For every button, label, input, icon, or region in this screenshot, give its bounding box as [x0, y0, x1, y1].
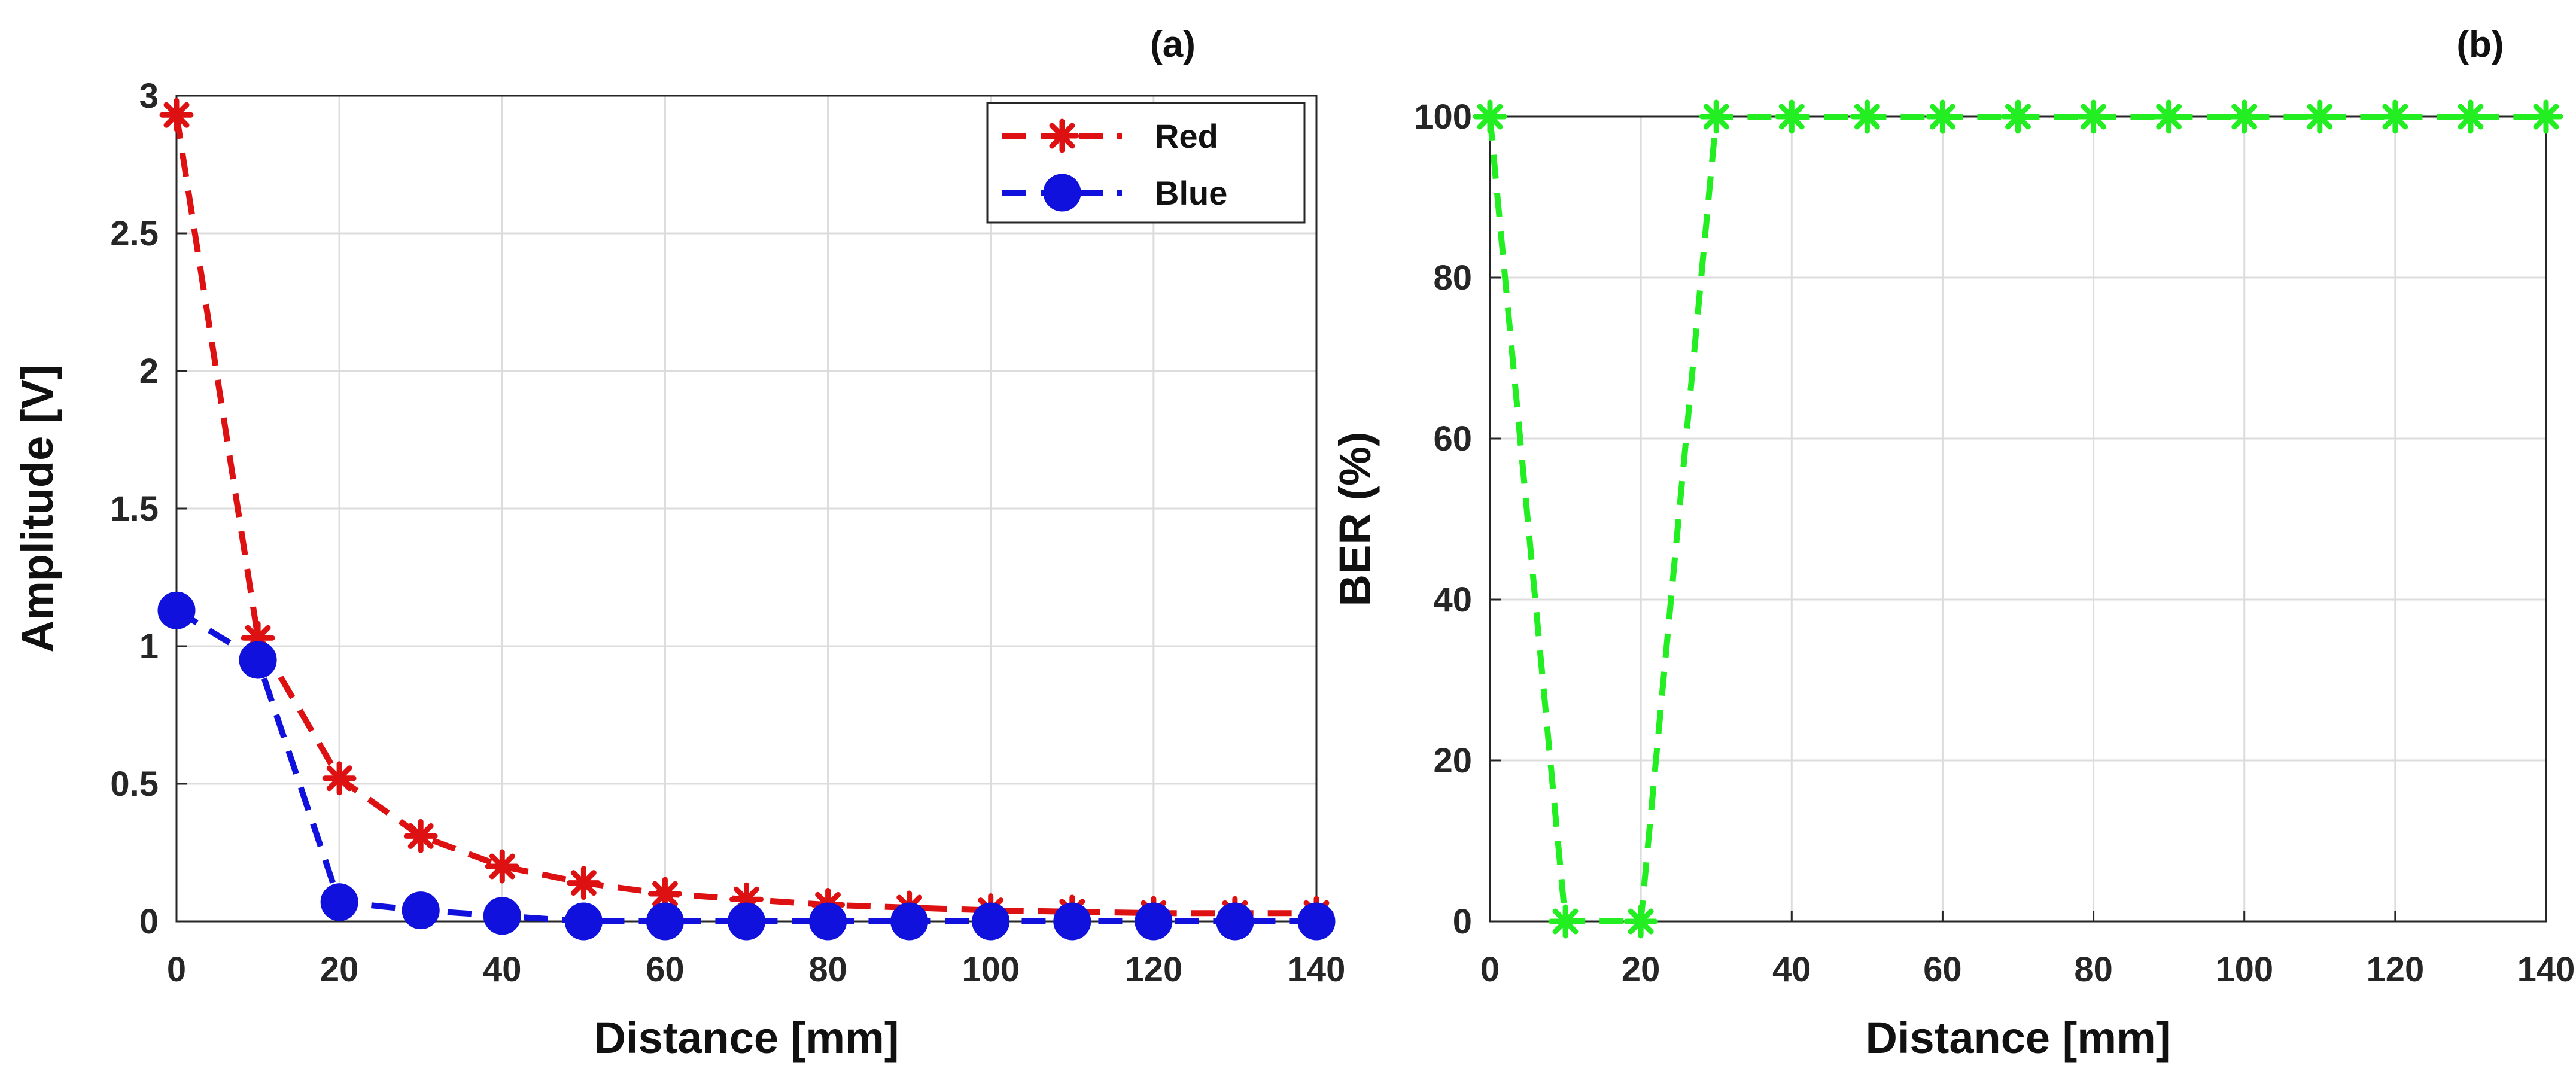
y-tick-label: 0 — [1453, 902, 1472, 941]
y-tick-label: 3 — [139, 77, 159, 115]
x-tick-label: 40 — [1772, 950, 1811, 989]
plot-area — [1490, 117, 2546, 921]
data-point — [1135, 902, 1173, 941]
data-point — [402, 891, 440, 930]
x-tick-label: 20 — [1622, 950, 1660, 989]
data-point — [2453, 99, 2488, 134]
legend-marker — [1043, 174, 1081, 212]
data-point — [2303, 99, 2337, 134]
panel-label: (b) — [2456, 24, 2504, 65]
legend-marker — [1045, 118, 1079, 153]
y-tick-label: 100 — [1414, 98, 1472, 136]
data-point — [241, 620, 275, 655]
data-point — [890, 902, 929, 941]
x-axis-label: Distance [mm] — [594, 1013, 899, 1063]
data-point — [1473, 99, 1507, 134]
panel-label: (a) — [1150, 24, 1196, 65]
data-point — [322, 761, 357, 796]
data-point — [403, 819, 438, 853]
data-point — [1216, 902, 1254, 941]
data-point — [159, 98, 194, 132]
data-point — [729, 882, 764, 917]
legend-label: Blue — [1155, 174, 1227, 212]
x-tick-label: 140 — [2517, 950, 2575, 989]
data-point — [2076, 99, 2111, 134]
y-tick-label: 0 — [139, 902, 159, 941]
data-point — [728, 902, 765, 941]
y-tick-label: 40 — [1433, 580, 1472, 619]
series-ber — [1473, 99, 2563, 939]
data-point — [2227, 99, 2262, 134]
data-point — [1053, 902, 1091, 941]
series-blue — [157, 591, 1336, 941]
x-tick-label: 80 — [808, 950, 847, 989]
y-tick-label: 2.5 — [110, 214, 159, 253]
data-point — [239, 641, 277, 679]
x-tick-label: 60 — [646, 950, 685, 989]
y-tick-label: 0.5 — [110, 765, 159, 804]
x-tick-label: 60 — [1923, 950, 1962, 989]
x-axis-label: Distance [mm] — [1866, 1013, 2171, 1063]
y-tick-label: 2 — [139, 352, 159, 391]
data-point — [564, 902, 603, 941]
data-point — [2529, 99, 2563, 134]
x-tick-label: 100 — [2215, 950, 2273, 989]
chart-panel-b: (b) 0 20 40 60 80 100 120 140 0 20 40 60 80 100 Distanc… — [1330, 24, 2575, 1063]
x-tick-label: 0 — [1480, 950, 1500, 989]
y-tick-label: 1.5 — [110, 489, 159, 528]
x-tick-label: 80 — [2074, 950, 2113, 989]
x-tick-label: 20 — [320, 950, 359, 989]
legend-box — [986, 102, 1306, 224]
data-point — [809, 902, 847, 941]
data-point — [483, 897, 521, 935]
data-point — [320, 883, 358, 921]
x-tick-label: 140 — [1288, 950, 1346, 989]
data-point — [1623, 904, 1658, 939]
data-point — [1774, 99, 1809, 134]
y-tick-label: 20 — [1433, 741, 1472, 780]
x-tick-label: 100 — [962, 950, 1020, 989]
data-point — [647, 877, 682, 911]
data-point — [2001, 99, 2035, 134]
data-point — [2378, 99, 2413, 134]
x-tick-label: 40 — [483, 950, 522, 989]
data-point — [1297, 902, 1336, 941]
x-tick-label: 120 — [1124, 950, 1182, 989]
y-tick-label: 80 — [1433, 258, 1472, 297]
data-point — [485, 849, 519, 884]
data-point — [972, 902, 1010, 941]
data-point — [1925, 99, 1960, 134]
y-tick-label: 1 — [139, 627, 159, 666]
data-point — [566, 866, 601, 900]
chart-panel-a: (a) 0 20 40 60 80 100 120 140 0 0.5 1 1.5 2 2.5 3 Distan… — [13, 24, 1345, 1063]
y-tick-label: 60 — [1433, 419, 1472, 458]
data-point — [2152, 99, 2186, 134]
data-point — [1850, 99, 1884, 134]
legend: Red Blue — [986, 102, 1306, 224]
legend-label: Red — [1155, 117, 1218, 155]
y-axis-label: BER (%) — [1330, 432, 1380, 607]
x-tick-label: 120 — [2366, 950, 2424, 989]
data-point — [1699, 99, 1733, 134]
x-tick-label: 0 — [167, 950, 186, 989]
data-point — [1548, 904, 1583, 939]
data-point — [157, 591, 196, 629]
data-point — [646, 902, 684, 941]
y-axis-label: Amplitude [V] — [13, 365, 62, 653]
